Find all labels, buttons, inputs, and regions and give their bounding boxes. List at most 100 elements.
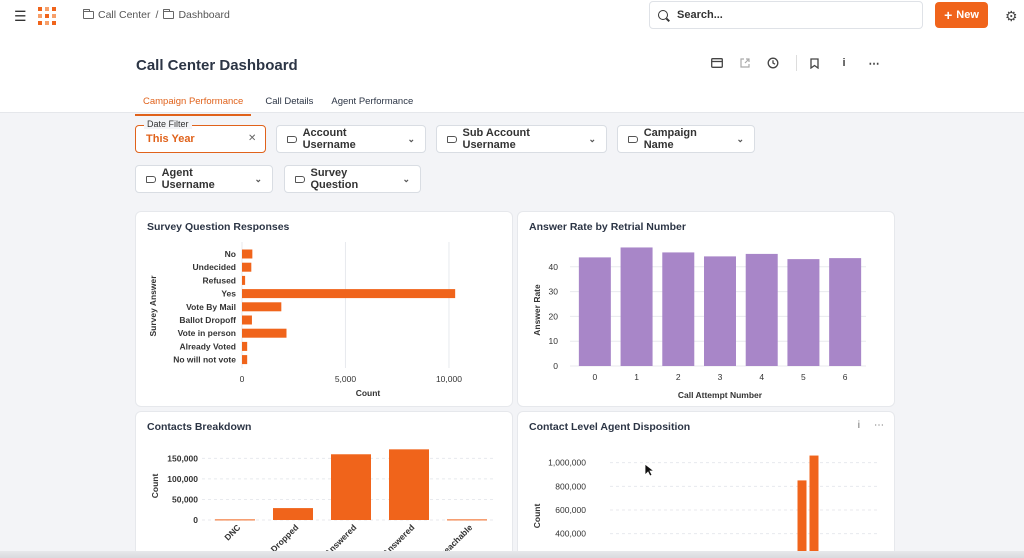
breadcrumb-separator: / [155, 9, 159, 21]
y-tick-label: 100,000 [167, 474, 198, 484]
new-button[interactable]: + New [935, 2, 988, 28]
y-tick-label: 10 [549, 336, 559, 346]
contacts-chart-card: Contacts Breakdown 0 50,000 100,000 150,000… [135, 411, 513, 558]
answer-rate-chart-card: Answer Rate by Retrial Number 0 10 20 30 40 0… [517, 211, 895, 407]
clock-icon[interactable] [764, 54, 782, 72]
y-axis-title: Count [150, 474, 160, 499]
bar [242, 289, 456, 299]
bar [242, 302, 282, 312]
y-tick-label: 1,000,000 [548, 458, 586, 468]
x-tick-label: 0 [240, 374, 245, 384]
y-tick-label: Undecided [193, 262, 236, 272]
y-tick-label: 150,000 [167, 453, 198, 463]
bar [797, 480, 807, 558]
bar [389, 449, 429, 520]
bar [745, 253, 778, 366]
breadcrumb-dashboard[interactable]: Dashboard [163, 9, 230, 21]
bar [578, 257, 611, 366]
logo-icon[interactable] [37, 6, 57, 26]
y-tick-label: No will not vote [173, 355, 236, 365]
bar [242, 355, 248, 365]
x-tick-label: 10,000 [436, 374, 462, 384]
x-tick-label: 0 [592, 372, 597, 382]
x-tick-label: 2 [676, 372, 681, 382]
bar [242, 328, 287, 338]
bottom-edge [0, 551, 1024, 558]
bookmark-icon[interactable] [805, 54, 823, 72]
answer-rate-chart: 0 10 20 30 40 0 1 2 3 4 5 6 Call Attempt Number Answe… [532, 247, 866, 400]
bar [215, 519, 255, 521]
y-tick-label: 40 [549, 262, 559, 272]
search-input[interactable]: Search... [649, 1, 923, 29]
gear-icon[interactable]: ⚙ [1005, 8, 1018, 24]
chart-title: Contacts Breakdown [147, 421, 252, 433]
y-axis-title: Survey Answer [148, 275, 158, 337]
tag-icon [146, 175, 156, 183]
bar [273, 508, 313, 520]
date-filter-label: Date Filter [144, 119, 192, 129]
x-tick-label: 3 [718, 372, 723, 382]
tab-agent-performance[interactable]: Agent Performance [331, 96, 414, 107]
bar [331, 454, 371, 520]
bar [447, 519, 487, 521]
bar [242, 249, 253, 259]
dashboard-header: Call Center Dashboard i ⋯ Campaign Perfo… [0, 32, 1024, 116]
bar [662, 252, 695, 366]
tag-icon [287, 135, 297, 143]
close-icon[interactable]: ✕ [248, 133, 257, 144]
y-axis-title: Count [532, 504, 542, 529]
chevron-down-icon: ⌄ [588, 133, 596, 144]
more-icon[interactable]: ⋯ [868, 57, 880, 70]
chevron-down-icon: ⌄ [407, 133, 415, 144]
payment-card-icon[interactable] [708, 54, 726, 72]
date-filter[interactable]: Date Filter This Year ✕ [135, 119, 266, 153]
tab-bar: Campaign Performance Call Details Agent … [135, 90, 421, 116]
y-tick-label: 800,000 [555, 481, 586, 491]
x-tick-label: 6 [843, 372, 848, 382]
tag-icon [447, 135, 457, 143]
filter-sub-account-username[interactable]: Sub Account Username ⌄ [436, 125, 607, 153]
filter-account-username[interactable]: Account Username ⌄ [276, 125, 426, 153]
y-tick-label: 400,000 [555, 529, 586, 539]
x-tick-label: Dropped [269, 522, 301, 554]
folder-icon [163, 9, 175, 19]
survey-chart: 0 5,000 10,000 No Undecided Refused Yes Vote By… [148, 242, 462, 398]
bar [829, 258, 862, 366]
y-tick-label: 600,000 [555, 505, 586, 515]
filter-agent-username[interactable]: Agent Username ⌄ [135, 165, 273, 193]
y-axis-title: Answer Rate [532, 284, 542, 336]
search-icon [658, 10, 668, 20]
filter-campaign-name[interactable]: Campaign Name ⌄ [617, 125, 755, 153]
disposition-chart-card: Contact Level Agent Disposition i ⋯ 200,… [517, 411, 895, 558]
x-tick-label: 5,000 [335, 374, 357, 384]
bar [620, 247, 653, 366]
folder-icon [83, 9, 94, 19]
external-link-icon[interactable] [736, 54, 754, 72]
tab-campaign-performance[interactable]: Campaign Performance [135, 90, 252, 116]
chart-title: Answer Rate by Retrial Number [529, 221, 686, 233]
x-axis-title: Count [356, 388, 381, 398]
y-tick-label: Ballot Dropoff [179, 315, 236, 325]
chevron-down-icon: ⌄ [254, 173, 262, 184]
y-tick-label: 20 [549, 311, 559, 321]
x-tick-label: 1 [634, 372, 639, 382]
more-icon[interactable]: ⋯ [874, 420, 884, 431]
plus-icon: + [944, 7, 953, 23]
y-tick-label: Yes [221, 289, 236, 299]
top-bar: ☰ Call Center / Dashboard Search... + Ne… [0, 0, 1024, 32]
mouse-cursor-icon [644, 463, 654, 477]
filter-survey-question[interactable]: Survey Question ⌄ [284, 165, 421, 193]
y-tick-label: 50,000 [172, 494, 198, 504]
info-icon[interactable]: i [857, 420, 860, 431]
breadcrumb-call-center[interactable]: Call Center [83, 9, 151, 21]
bar [787, 259, 820, 366]
y-tick-label: 30 [549, 287, 559, 297]
info-icon[interactable]: i [842, 57, 846, 69]
filter-label: Survey Question [310, 167, 359, 191]
tab-call-details[interactable]: Call Details [265, 96, 314, 107]
filter-label: Campaign Name [643, 127, 697, 151]
filter-label: Agent Username [161, 167, 215, 191]
survey-chart-card: Survey Question Responses 0 5,000 10,000 No… [135, 211, 513, 407]
x-tick-label: 5 [801, 372, 806, 382]
menu-icon[interactable]: ☰ [14, 8, 27, 24]
